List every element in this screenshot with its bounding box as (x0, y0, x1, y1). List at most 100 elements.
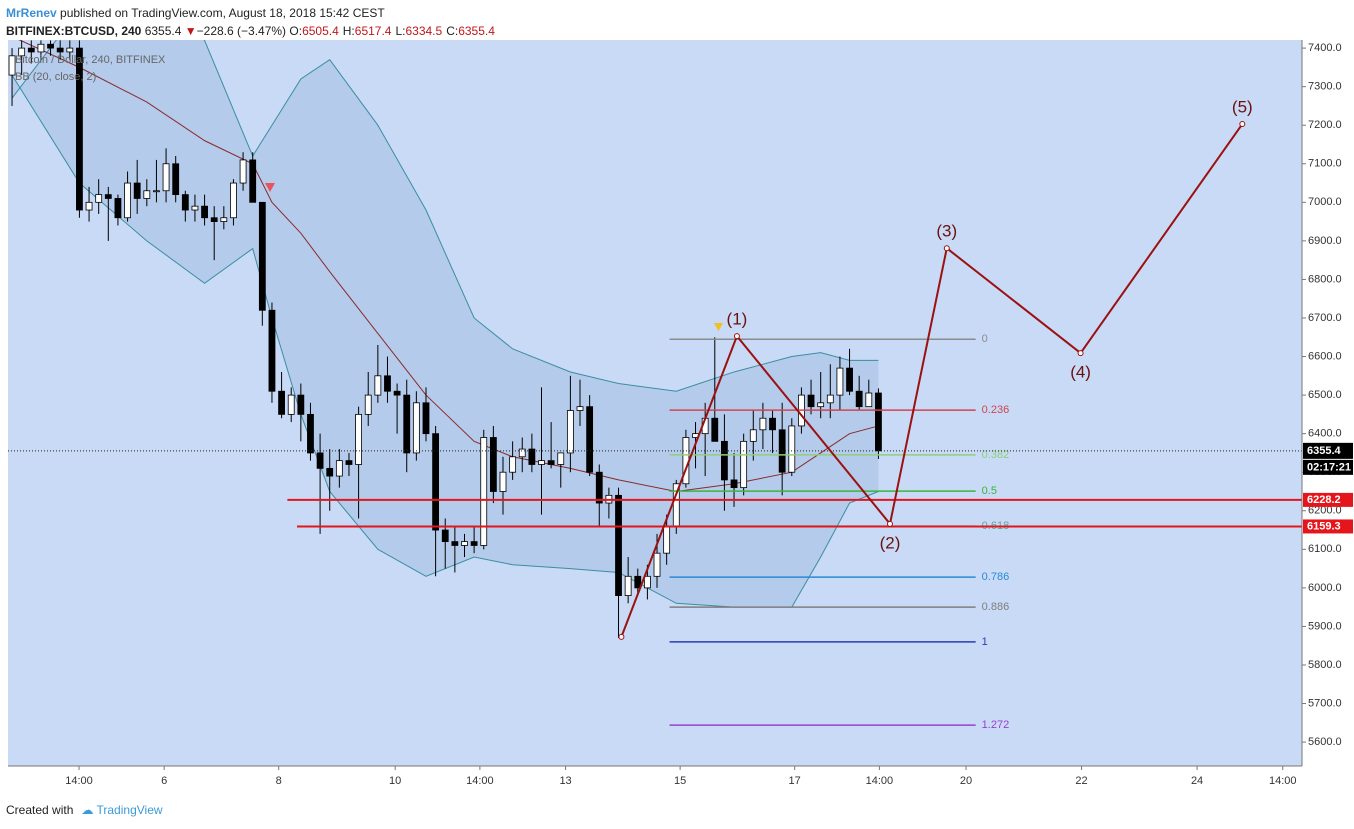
brand-name: TradingView (96, 803, 163, 817)
x-tick-label: 20 (960, 775, 972, 787)
header: MrRenev published on TradingView.com, Au… (6, 4, 499, 40)
change: −228.6 (−3.47%) (196, 24, 287, 38)
chart: 00.2360.3820.50.6180.7860.88611.272(1)(2… (8, 40, 1353, 787)
candle-body (711, 417, 719, 442)
ohlc-key: H: (342, 24, 355, 38)
candle-body (335, 460, 343, 477)
candle-body (95, 194, 103, 203)
y-tick-label: 5600.0 (1308, 736, 1342, 748)
candle-body (451, 541, 459, 546)
candle-body (8, 55, 16, 76)
ohlc-value: 6505.4 (302, 24, 339, 38)
candle-body (663, 525, 671, 554)
x-tick-label: 8 (276, 775, 282, 787)
candle-body (518, 448, 526, 458)
publish-line: MrRenev published on TradingView.com, Au… (6, 4, 499, 22)
bollinger-upper (11, 40, 879, 392)
candle-body (316, 452, 324, 469)
candle-body (422, 402, 430, 435)
y-tick-label: 6500.0 (1308, 389, 1342, 401)
candle-body (104, 194, 112, 199)
x-tick-label: 10 (389, 775, 401, 787)
quote-line: BITFINEX:BTCUSD, 240 6355.4 ▼−228.6 (−3.… (6, 22, 499, 40)
candle-body (210, 217, 218, 222)
legend-symbol: Bitcoin / Dollar, 240, BITFINEX (15, 54, 166, 66)
candle-body (364, 394, 372, 415)
price-tag (1303, 492, 1353, 507)
y-tick-label: 5900.0 (1308, 620, 1342, 632)
candle-body (817, 402, 825, 408)
candle-body (374, 375, 382, 396)
candle-body (788, 425, 796, 473)
y-tick-label: 7200.0 (1308, 119, 1342, 131)
signal-marker (265, 183, 275, 192)
candle-body (239, 159, 247, 184)
wave-label: (5) (1232, 98, 1253, 117)
candle-body (355, 413, 362, 465)
candle-body (27, 47, 35, 53)
down-arrow: ▼ (184, 24, 197, 38)
candle-body (220, 217, 228, 222)
y-tick-label: 6400.0 (1308, 428, 1342, 440)
candle-body (643, 575, 651, 589)
legend-bb: BB (20, close, 2) (15, 71, 96, 83)
fib-label: 1.272 (982, 719, 1010, 731)
brand: ☁ TradingView (81, 803, 163, 817)
candle-body (153, 190, 160, 193)
candle-body (47, 43, 54, 49)
candle-body (278, 390, 285, 415)
candle-body (653, 552, 661, 577)
y-tick-label: 6200.0 (1308, 505, 1342, 517)
candle-body (76, 47, 83, 211)
candle-body (384, 375, 391, 392)
y-tick-label: 7400.0 (1308, 42, 1342, 54)
candle-body (624, 575, 632, 596)
candle-body (846, 367, 853, 392)
candle-body (749, 429, 757, 442)
candle-body (441, 529, 449, 543)
plot: 00.2360.3820.50.6180.7860.88611.272(1)(2… (8, 40, 1302, 731)
wave-label: (2) (880, 533, 901, 552)
candle-body (258, 201, 266, 311)
candle-body (509, 456, 517, 473)
wave-line (620, 123, 1244, 638)
fib-label: 1 (982, 636, 988, 648)
candle-body (566, 410, 574, 454)
candle-body (403, 394, 411, 454)
candle-body (836, 367, 844, 396)
candle-body (461, 541, 468, 546)
candle-body (489, 437, 497, 492)
x-tick-label: 24 (1191, 775, 1203, 787)
candle-body (759, 417, 767, 431)
candle-body (634, 575, 642, 589)
y-tick-label: 5700.0 (1308, 697, 1342, 709)
candle-body (37, 43, 45, 53)
wave-label: (3) (936, 222, 957, 241)
x-tick-label: 13 (559, 775, 571, 787)
x-tick-label: 14:00 (65, 775, 93, 787)
ohlc-key: L: (395, 24, 406, 38)
signal-marker (714, 323, 723, 331)
candle-body (480, 437, 488, 546)
candle-body (181, 194, 189, 211)
ohlc-key: C: (446, 24, 459, 38)
candle-body (143, 190, 151, 199)
last: 6355.4 (144, 24, 182, 38)
fib-label: 0.886 (982, 601, 1010, 613)
candle-body (769, 417, 776, 431)
ohlc-value: 6517.4 (354, 24, 392, 38)
candle-body (201, 205, 208, 219)
candle-body (191, 205, 199, 211)
price-tag-label: 6228.2 (1307, 494, 1341, 506)
candle-body (615, 494, 622, 596)
author: MrRenev (6, 6, 57, 20)
x-tick-label: 14:00 (1269, 775, 1297, 787)
x-tick-label: 14:00 (866, 775, 894, 787)
candle-body (307, 413, 314, 454)
candle-body (875, 392, 882, 452)
candle-body (826, 394, 834, 404)
x-tick-label: 22 (1075, 775, 1087, 787)
candle-body (595, 471, 603, 504)
candle-body (730, 479, 738, 489)
x-tick-label: 17 (789, 775, 801, 787)
